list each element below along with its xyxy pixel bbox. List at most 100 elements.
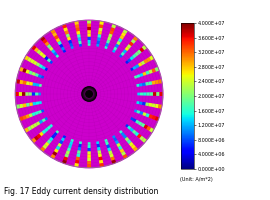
Text: (Unit: A/m*2): (Unit: A/m*2) [180,178,212,182]
Wedge shape [88,43,90,47]
Wedge shape [53,52,58,56]
Wedge shape [136,84,139,87]
Wedge shape [24,128,29,133]
Wedge shape [19,67,23,72]
Wedge shape [52,32,57,37]
Wedge shape [59,44,63,48]
Wedge shape [99,21,104,25]
Wedge shape [32,102,36,106]
Wedge shape [111,24,116,29]
Wedge shape [54,35,59,40]
Wedge shape [99,24,103,28]
Wedge shape [30,59,35,64]
Wedge shape [155,104,159,108]
Wedge shape [55,54,60,58]
Wedge shape [108,150,113,155]
Wedge shape [125,124,129,128]
Wedge shape [97,147,101,151]
Wedge shape [121,132,125,136]
Wedge shape [16,79,20,84]
Wedge shape [52,151,57,156]
Wedge shape [45,142,49,147]
Wedge shape [61,46,65,51]
Wedge shape [45,117,49,121]
Wedge shape [123,49,127,54]
Wedge shape [119,130,123,134]
Wedge shape [136,110,140,114]
Wedge shape [42,130,46,134]
Wedge shape [87,158,91,161]
Wedge shape [55,130,60,134]
Wedge shape [32,82,36,86]
Wedge shape [23,103,26,108]
Wedge shape [87,155,91,158]
Wedge shape [139,73,143,77]
Wedge shape [77,37,81,41]
Wedge shape [146,126,151,131]
Wedge shape [106,40,110,44]
Wedge shape [77,34,81,38]
Wedge shape [99,163,104,167]
Wedge shape [70,46,74,50]
Wedge shape [119,54,123,58]
Wedge shape [130,117,134,121]
Wedge shape [28,113,33,118]
Wedge shape [121,32,126,37]
Wedge shape [98,153,102,157]
Wedge shape [68,144,72,148]
Wedge shape [35,92,38,96]
Wedge shape [96,141,99,144]
Wedge shape [59,140,63,144]
Wedge shape [107,147,112,152]
Wedge shape [108,33,113,38]
Wedge shape [63,156,68,161]
Circle shape [83,88,96,100]
Wedge shape [96,44,99,47]
Wedge shape [69,43,73,47]
Wedge shape [38,74,42,78]
Wedge shape [133,147,138,152]
Wedge shape [146,113,150,118]
Wedge shape [144,59,148,64]
Wedge shape [152,103,156,108]
Wedge shape [57,41,62,45]
Wedge shape [143,92,146,96]
Wedge shape [38,93,42,95]
Wedge shape [136,74,140,78]
Wedge shape [39,132,44,136]
Circle shape [86,91,92,97]
Wedge shape [142,72,147,76]
Wedge shape [27,57,32,62]
Wedge shape [160,92,163,96]
Wedge shape [42,54,46,58]
Wedge shape [130,67,134,71]
Wedge shape [123,134,127,139]
Wedge shape [137,93,140,95]
Wedge shape [132,118,137,122]
Wedge shape [41,75,45,79]
Wedge shape [32,72,36,76]
Wedge shape [29,92,32,96]
Wedge shape [69,141,73,145]
Wedge shape [158,104,162,109]
Wedge shape [99,157,103,160]
Wedge shape [62,49,66,54]
Wedge shape [51,134,56,139]
Wedge shape [36,134,41,139]
Wedge shape [115,44,119,48]
Wedge shape [44,128,49,132]
Wedge shape [87,27,91,30]
Wedge shape [112,49,116,54]
Circle shape [86,90,93,98]
Wedge shape [142,112,147,116]
Text: Fig. 17 Eddy current density distribution: Fig. 17 Eddy current density distributio… [4,188,158,196]
Wedge shape [127,44,131,49]
Wedge shape [22,68,27,73]
Wedge shape [87,24,91,27]
Wedge shape [127,126,131,130]
Wedge shape [51,49,56,54]
Wedge shape [78,144,82,147]
Wedge shape [133,36,138,41]
Wedge shape [62,134,66,139]
Wedge shape [112,134,116,139]
